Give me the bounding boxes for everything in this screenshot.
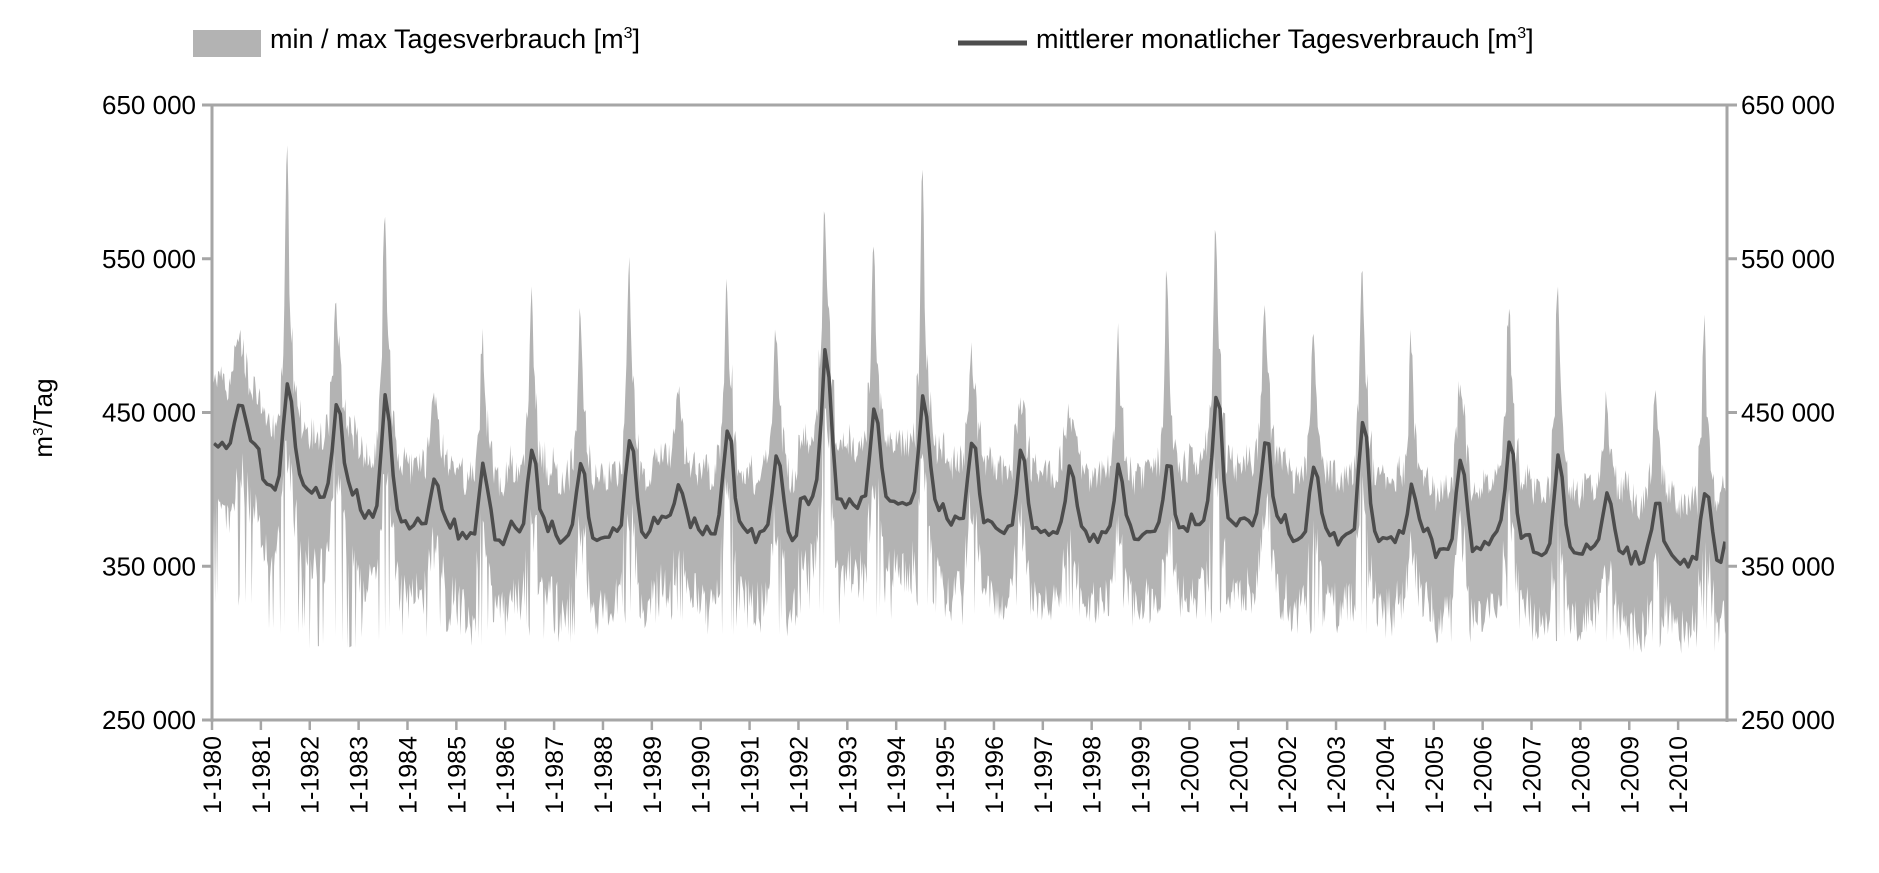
min-max-band-layer [212,145,1726,654]
x-tick-label: 1-1986 [492,736,520,814]
x-tick-label: 1-2007 [1519,736,1547,814]
x-tick-label: 1-2004 [1372,736,1400,814]
x-tick-label: 1-2008 [1567,736,1595,814]
x-tick-label: 1-1987 [541,736,569,814]
legend-band-swatch [193,30,261,57]
right-y-tick-label: 550 000 [1741,244,1835,274]
x-tick-label: 1-2006 [1470,736,1498,814]
x-tick-label: 1-1993 [834,736,862,814]
x-tick-label: 1-1983 [346,736,374,814]
x-tick-label: 1-1999 [1128,736,1156,814]
right-y-tick-label: 250 000 [1741,705,1835,735]
x-tick-label: 1-1996 [981,736,1009,814]
x-tick-label: 1-1985 [443,736,471,814]
x-tick-label: 1-2003 [1323,736,1351,814]
x-tick-label: 1-1990 [688,736,716,814]
left-y-tick-label: 250 000 [102,705,196,735]
x-tick-label: 1-1997 [1030,736,1058,814]
left-y-tick-label: 450 000 [102,398,196,428]
right-y-tick-label: 350 000 [1741,551,1835,581]
left-y-tick-label: 350 000 [102,551,196,581]
legend: min / max Tagesverbrauch [m3] mittlerer … [193,24,1534,57]
x-tick-label: 1-2005 [1421,736,1449,814]
right-y-tick-label: 650 000 [1741,90,1835,120]
x-tick-label: 1-2000 [1176,736,1204,814]
y-axis-title: m3/Tag [28,378,58,457]
x-tick-label: 1-1992 [785,736,813,814]
x-tick-label: 1-2001 [1225,736,1253,814]
x-tick-label: 1-1991 [737,736,765,814]
x-tick-label: 1-2002 [1274,736,1302,814]
x-tick-label: 1-1981 [248,736,276,814]
x-tick-label: 1-1984 [394,736,422,814]
legend-line-label: mittlerer monatlicher Tagesverbrauch [m3… [1036,24,1534,54]
x-tick-label: 1-1995 [932,736,960,814]
left-y-tick-label: 550 000 [102,244,196,274]
x-tick-label: 1-2010 [1665,736,1693,814]
min-max-band [212,145,1726,654]
right-y-tick-label: 450 000 [1741,398,1835,428]
y-ticks: 250 000 250 000 350 000 350 000 450 000 450 0… [102,90,1835,735]
x-ticks: 1-1980 1-1981 1-1982 1-1983 1-1984 1-1985 1-19… [199,720,1693,814]
legend-band-label: min / max Tagesverbrauch [m3] [270,24,640,54]
left-y-tick-label: 650 000 [102,90,196,120]
monthly-mean-line-layer [212,347,1727,569]
x-tick-label: 1-1998 [1079,736,1107,814]
x-tick-label: 1-1994 [883,736,911,814]
x-tick-label: 1-2009 [1616,736,1644,814]
x-tick-label: 1-1980 [199,736,227,814]
x-tick-label: 1-1988 [590,736,618,814]
monthly-mean-line [212,347,1727,569]
x-tick-label: 1-1989 [639,736,667,814]
x-tick-label: 1-1982 [297,736,325,814]
